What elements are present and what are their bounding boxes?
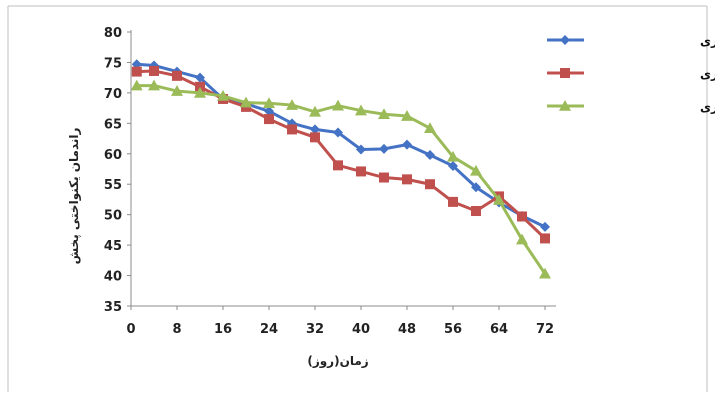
data-point	[448, 196, 458, 207]
data-point	[539, 267, 551, 279]
data-point	[425, 179, 435, 190]
data-point	[172, 70, 182, 81]
x-tick-label: 8	[172, 322, 181, 337]
x-tick-label: 56	[444, 322, 462, 337]
legend-swatch-marker	[559, 100, 571, 111]
data-point	[378, 108, 390, 119]
x-tick-label: 32	[306, 322, 324, 337]
y-axis-title: راندمان یکنواختی پخش	[67, 128, 82, 265]
data-point	[194, 86, 206, 98]
x-tick-label: 40	[352, 322, 370, 337]
series-line	[136, 84, 547, 275]
x-tick-label: 72	[536, 322, 554, 337]
legend-swatch-marker	[560, 35, 570, 45]
data-point	[286, 99, 298, 110]
plot-area: 35 40 45 50 55 60 65 70 75 80 0 8 16 24 32 40 48 56 64 72	[104, 26, 556, 337]
data-point	[240, 96, 252, 108]
data-point	[402, 174, 412, 185]
data-point	[310, 132, 320, 143]
legend-swatch-marker	[560, 68, 570, 78]
data-point	[379, 143, 389, 154]
data-point	[379, 172, 389, 183]
data-point	[471, 206, 481, 217]
data-point	[149, 65, 159, 76]
data-point	[540, 221, 550, 232]
x-tick-label: 24	[260, 322, 278, 337]
data-point	[471, 182, 481, 193]
data-point	[402, 139, 412, 150]
data-point	[493, 194, 505, 205]
series-1	[131, 65, 550, 244]
data-point	[309, 105, 321, 117]
legend-item: تیمار F2کودآبیاری	[547, 99, 715, 115]
legend: تیمار F0کودآبیاری تیمار F1کودآبیاری تیمار …	[547, 33, 715, 115]
data-point	[264, 114, 274, 125]
y-tick-label: 35	[104, 300, 122, 315]
data-point	[217, 89, 229, 101]
data-point	[516, 233, 528, 245]
data-point	[356, 166, 366, 177]
data-point	[355, 104, 367, 116]
data-point	[264, 106, 274, 117]
y-tick-label: 80	[104, 26, 122, 41]
data-point	[333, 127, 343, 138]
data-point	[332, 99, 344, 111]
x-axis-title: زمان(روز)	[307, 354, 368, 369]
x-tick-label: 48	[398, 322, 416, 337]
data-point	[470, 164, 482, 176]
y-tick-label: 55	[104, 178, 122, 193]
legend-item: تیمار F1کودآبیاری	[547, 66, 715, 82]
x-tick-label: 64	[490, 322, 508, 337]
y-tick-label: 40	[104, 270, 122, 285]
data-point	[287, 124, 297, 135]
legend-label: تیمار F1کودآبیاری	[700, 66, 715, 82]
data-point	[195, 81, 205, 92]
legend-item: تیمار F0کودآبیاری	[547, 33, 715, 49]
data-point	[263, 97, 275, 109]
y-tick-label: 50	[104, 209, 122, 224]
data-point	[424, 122, 436, 134]
data-point	[401, 110, 413, 121]
data-point	[195, 72, 205, 83]
y-tick-label: 60	[104, 148, 122, 163]
y-tick-label: 65	[104, 117, 122, 132]
data-point	[447, 150, 459, 162]
legend-label: تیمار F0کودآبیاری	[700, 33, 715, 49]
data-point	[356, 144, 366, 155]
series-2	[130, 79, 551, 279]
data-point	[148, 79, 160, 91]
data-point	[310, 124, 320, 135]
data-point	[425, 149, 435, 160]
data-point	[448, 160, 458, 171]
y-tick-label: 45	[104, 239, 122, 254]
y-tick-label: 70	[104, 87, 122, 102]
data-point	[130, 79, 143, 91]
y-tick-label: 75	[104, 56, 122, 71]
data-point	[131, 66, 142, 77]
data-point	[540, 233, 550, 244]
data-point	[517, 211, 527, 222]
legend-label: تیمار F2کودآبیاری	[700, 99, 715, 115]
x-tick-label: 0	[126, 322, 135, 337]
data-point	[333, 160, 343, 171]
data-point	[171, 85, 183, 96]
x-tick-label: 16	[214, 322, 232, 337]
